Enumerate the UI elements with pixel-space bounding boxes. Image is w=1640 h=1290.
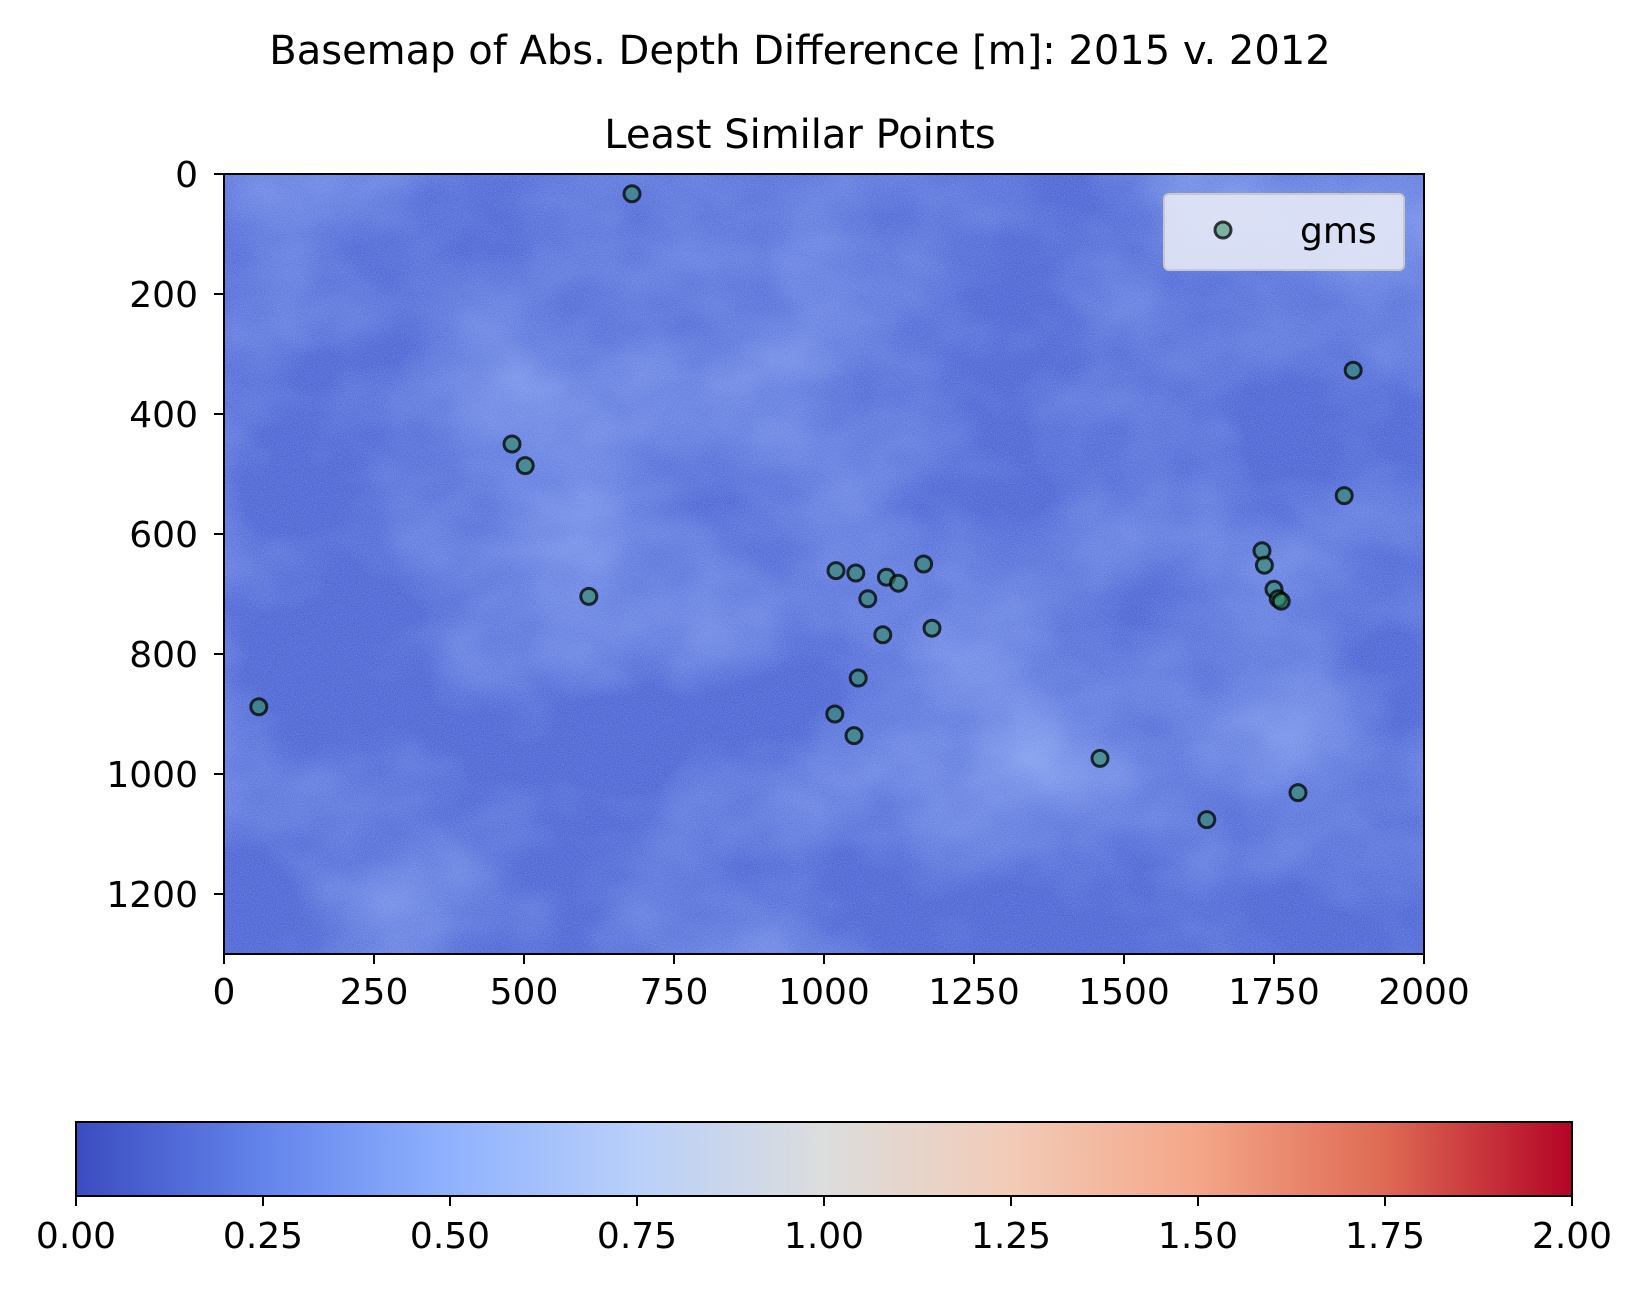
data-point	[1334, 486, 1354, 506]
data-point	[1197, 810, 1217, 830]
x-tick-label: 0	[213, 972, 236, 1013]
colorbar-tick-label: 1.75	[1345, 1216, 1425, 1257]
colorbar-tick-label: 1.25	[971, 1216, 1051, 1257]
data-point	[844, 726, 864, 746]
colorbar-ticks: 0.00 0.25 0.50 0.75 1.00 1.25 1.50 1.75 2.00	[36, 1196, 1612, 1257]
data-point	[249, 697, 269, 717]
data-point	[914, 554, 934, 574]
chart-title: Least Similar Points	[604, 112, 995, 158]
data-point	[1254, 555, 1274, 575]
y-tick-label: 1000	[106, 755, 198, 796]
data-point	[825, 704, 845, 724]
x-tick-label: 1500	[1078, 972, 1170, 1013]
data-point	[888, 573, 908, 593]
legend-box	[1163, 193, 1405, 271]
y-tick-label: 200	[129, 275, 198, 316]
colorbar-gradient	[75, 1121, 1573, 1197]
colorbar-tick-label: 1.50	[1158, 1216, 1238, 1257]
data-point	[1343, 360, 1363, 380]
data-point	[1271, 591, 1291, 611]
plot-area: 0 250 500 750 1000 1250 1500 1750 2000 0 200 400 60…	[106, 155, 1469, 1013]
legend-marker	[1213, 220, 1233, 240]
x-tick-label: 750	[640, 972, 709, 1013]
suptitle: Basemap of Abs. Depth Difference [m]: 20…	[269, 28, 1330, 74]
data-point	[873, 625, 893, 645]
data-point	[922, 618, 942, 638]
x-axis: 0 250 500 750 1000 1250 1500 1750 2000	[213, 954, 1470, 1013]
x-tick-label: 1000	[778, 972, 870, 1013]
y-tick-label: 400	[129, 395, 198, 436]
x-tick-label: 1750	[1228, 972, 1320, 1013]
heatmap-grain	[224, 174, 1424, 954]
x-tick-label: 1250	[928, 972, 1020, 1013]
y-tick-label: 600	[129, 515, 198, 556]
colorbar-tick-label: 0.00	[36, 1216, 116, 1257]
data-point	[858, 589, 878, 609]
x-tick-label: 2000	[1378, 972, 1470, 1013]
data-point	[848, 668, 868, 688]
colorbar-tick-label: 0.75	[597, 1216, 677, 1257]
data-point	[622, 184, 642, 204]
data-point	[502, 434, 522, 454]
colorbar-tick-label: 0.25	[223, 1216, 303, 1257]
y-tick-label: 800	[129, 635, 198, 676]
y-tick-label: 1200	[106, 875, 198, 916]
y-tick-label: 0	[175, 155, 198, 196]
data-point	[846, 563, 866, 583]
colorbar-tick-label: 0.50	[410, 1216, 490, 1257]
data-point	[515, 456, 535, 476]
data-point	[826, 561, 846, 581]
colorbar-tick-label: 2.00	[1532, 1216, 1612, 1257]
x-tick-label: 500	[490, 972, 559, 1013]
data-point	[579, 586, 599, 606]
colorbar-tick-label: 1.00	[784, 1216, 864, 1257]
legend: gms	[1163, 193, 1405, 271]
data-point	[1288, 783, 1308, 803]
data-point	[1090, 748, 1110, 768]
y-axis: 0 200 400 600 800 1000 1200	[106, 155, 224, 916]
x-tick-label: 250	[340, 972, 409, 1013]
colorbar: 0.00 0.25 0.50 0.75 1.00 1.25 1.50 1.75 2.00	[36, 1121, 1612, 1257]
legend-label: gms	[1300, 211, 1377, 252]
